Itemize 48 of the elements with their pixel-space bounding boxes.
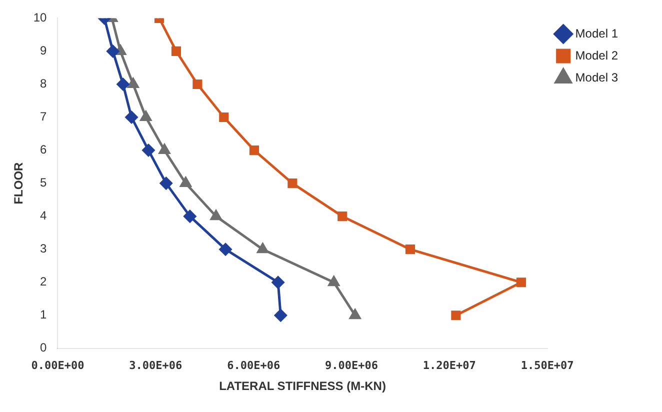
point xyxy=(116,78,130,90)
point xyxy=(274,309,287,322)
x-tick-label: 0.00E+00 xyxy=(31,358,84,372)
point xyxy=(451,310,461,320)
y-tick-label: 1 xyxy=(40,308,48,322)
y-tick-label: 2 xyxy=(40,274,48,289)
point xyxy=(140,111,152,122)
point xyxy=(184,210,196,223)
y-tick-label: 7 xyxy=(40,110,48,124)
point xyxy=(219,112,229,122)
y-tick-label: 3 xyxy=(40,242,48,256)
point xyxy=(128,78,139,88)
point xyxy=(272,276,284,289)
y-tick-label: 8 xyxy=(40,76,48,91)
point xyxy=(210,210,222,220)
y-tick-label: 6 xyxy=(40,142,48,157)
x-tick-label: 6.00E+06 xyxy=(227,358,280,372)
point xyxy=(405,244,416,254)
point xyxy=(338,212,348,222)
point xyxy=(257,243,268,254)
legend-label: Model 1 xyxy=(575,26,618,40)
point xyxy=(158,144,170,154)
point xyxy=(106,44,120,58)
point xyxy=(349,309,361,320)
x-tick-label: 1.20E+07 xyxy=(422,358,476,372)
point xyxy=(249,145,260,156)
y-tick-label: 4 xyxy=(40,208,48,223)
point xyxy=(142,144,155,157)
y-tick-label: 9 xyxy=(40,44,48,58)
y-tick-label: 5 xyxy=(40,176,48,190)
x-tick-label: 9.00E+06 xyxy=(324,358,378,372)
y-tick-label: 0 xyxy=(40,340,48,355)
point xyxy=(328,276,340,286)
legend-label: Model 3 xyxy=(575,70,618,84)
point xyxy=(171,46,182,56)
point xyxy=(516,278,526,288)
y-axis-title: FLOOR xyxy=(12,162,26,204)
legend-label: Model 2 xyxy=(575,48,618,62)
point xyxy=(219,243,232,256)
point xyxy=(160,177,172,190)
x-tick-label: 1.50E+07 xyxy=(520,358,574,372)
y-tick-label: 10 xyxy=(33,10,48,25)
point xyxy=(125,111,138,124)
point xyxy=(180,177,192,188)
point xyxy=(192,79,202,90)
point xyxy=(288,178,298,188)
x-tick-label: 3.00E+06 xyxy=(129,358,183,372)
x-axis-title: LATERAL STIFFNESS (M-KN) xyxy=(219,379,386,394)
